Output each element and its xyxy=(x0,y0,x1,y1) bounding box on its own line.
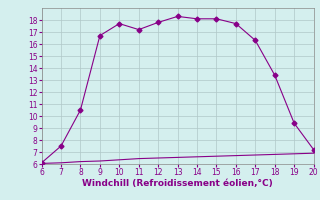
X-axis label: Windchill (Refroidissement éolien,°C): Windchill (Refroidissement éolien,°C) xyxy=(82,179,273,188)
